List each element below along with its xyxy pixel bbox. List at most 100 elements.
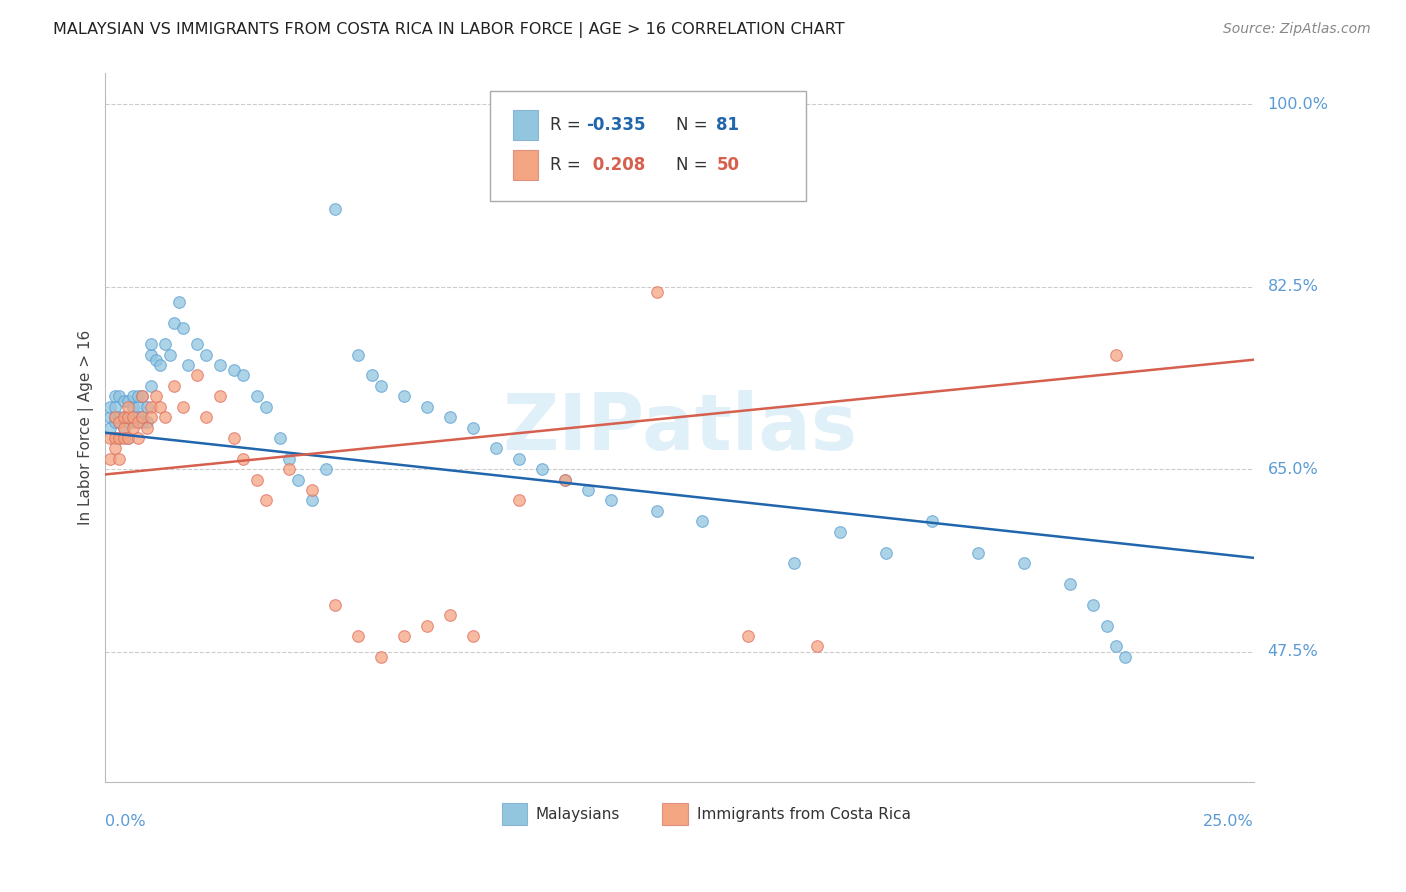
Text: 0.0%: 0.0% <box>105 814 146 829</box>
Point <box>153 410 176 425</box>
Point <box>195 347 218 361</box>
Point <box>103 442 125 456</box>
Point <box>163 379 186 393</box>
Point <box>323 598 346 612</box>
Point <box>98 451 121 466</box>
Point <box>103 389 125 403</box>
Point <box>127 415 149 429</box>
Point <box>98 410 121 425</box>
Text: 100.0%: 100.0% <box>1267 96 1329 112</box>
Point <box>530 462 553 476</box>
Point <box>967 546 990 560</box>
Point <box>645 285 668 299</box>
Point <box>131 415 153 429</box>
Point <box>645 504 668 518</box>
Point <box>278 462 301 476</box>
Point <box>141 379 163 393</box>
Point <box>131 410 153 425</box>
Point <box>1012 556 1035 570</box>
Bar <box>513 110 538 140</box>
Point <box>112 420 135 434</box>
Point <box>108 415 131 429</box>
Point <box>232 368 254 383</box>
Text: R =: R = <box>550 156 586 174</box>
Point <box>392 389 415 403</box>
Point <box>108 431 131 445</box>
Point <box>1105 640 1128 654</box>
Point <box>508 451 530 466</box>
Text: ZIPatlas: ZIPatlas <box>502 390 858 466</box>
Point <box>103 410 125 425</box>
Point <box>599 493 621 508</box>
Point <box>153 337 176 351</box>
Point <box>195 410 218 425</box>
Point <box>1059 577 1081 591</box>
Point <box>287 473 309 487</box>
Text: 65.0%: 65.0% <box>1267 462 1319 476</box>
Point <box>163 316 186 330</box>
Point <box>278 451 301 466</box>
Point <box>131 389 153 403</box>
Point <box>186 368 208 383</box>
Point <box>370 649 392 664</box>
Point <box>172 400 194 414</box>
Point <box>439 608 461 623</box>
Point <box>122 410 145 425</box>
Point <box>145 352 167 367</box>
Point <box>737 629 759 643</box>
Text: MALAYSIAN VS IMMIGRANTS FROM COSTA RICA IN LABOR FORCE | AGE > 16 CORRELATION CH: MALAYSIAN VS IMMIGRANTS FROM COSTA RICA … <box>53 22 845 38</box>
Point <box>117 410 139 425</box>
Point <box>783 556 806 570</box>
Point <box>131 389 153 403</box>
Point <box>108 389 131 403</box>
Point <box>1105 347 1128 361</box>
Point <box>1081 598 1104 612</box>
Text: 25.0%: 25.0% <box>1204 814 1254 829</box>
Point <box>135 420 157 434</box>
Text: 50: 50 <box>716 156 740 174</box>
Point <box>439 410 461 425</box>
Point <box>576 483 599 497</box>
Point <box>554 473 576 487</box>
Y-axis label: In Labor Force | Age > 16: In Labor Force | Age > 16 <box>79 330 94 525</box>
Point <box>117 431 139 445</box>
Point <box>122 400 145 414</box>
Point <box>416 618 439 632</box>
Point <box>141 400 163 414</box>
Point <box>103 431 125 445</box>
Point <box>246 473 269 487</box>
Point <box>301 483 323 497</box>
Point <box>112 410 135 425</box>
Point <box>122 389 145 403</box>
Point <box>1114 649 1136 664</box>
Point <box>347 347 370 361</box>
Point <box>141 337 163 351</box>
Point <box>135 415 157 429</box>
Point <box>875 546 897 560</box>
Point <box>360 368 382 383</box>
Point <box>103 431 125 445</box>
Point <box>209 358 232 372</box>
Point <box>172 321 194 335</box>
Point <box>159 347 181 361</box>
Point <box>127 400 149 414</box>
Point <box>108 410 131 425</box>
Text: N =: N = <box>676 116 713 134</box>
Text: Immigrants from Costa Rica: Immigrants from Costa Rica <box>697 807 911 822</box>
Point <box>117 415 139 429</box>
Point <box>98 400 121 414</box>
Point <box>141 410 163 425</box>
Text: Malaysians: Malaysians <box>536 807 620 822</box>
Point <box>149 358 172 372</box>
Point <box>122 415 145 429</box>
Point <box>186 337 208 351</box>
Text: Source: ZipAtlas.com: Source: ZipAtlas.com <box>1223 22 1371 37</box>
Point <box>149 400 172 414</box>
Point <box>323 202 346 216</box>
Point <box>254 493 277 508</box>
Point <box>347 629 370 643</box>
Point <box>122 420 145 434</box>
Point <box>112 394 135 409</box>
Point <box>127 431 149 445</box>
Point <box>246 389 269 403</box>
